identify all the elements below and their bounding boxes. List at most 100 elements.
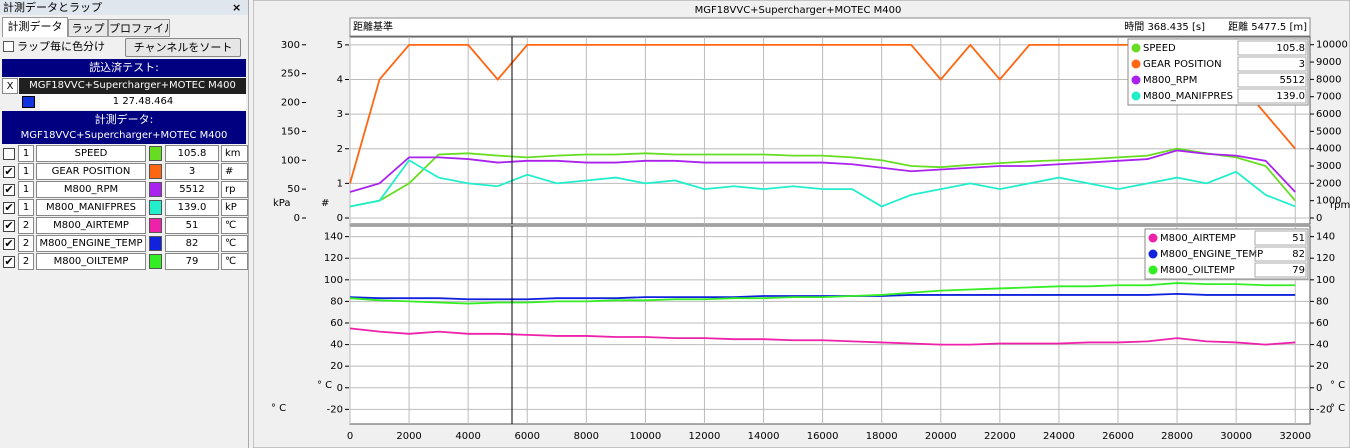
x-tick-label: 30000 [1220, 431, 1252, 442]
channel-unit: rp [221, 181, 248, 198]
checkbox[interactable] [3, 148, 15, 160]
y-tick-label: 7000 [1316, 92, 1341, 103]
x-tick-label: 20000 [925, 431, 957, 442]
x-tick-label: 28000 [1161, 431, 1193, 442]
checkbox[interactable]: ✔ [3, 256, 15, 268]
lap-number: 2 [18, 217, 34, 234]
channel-unit: kP [221, 199, 248, 216]
checkbox[interactable]: ✔ [3, 238, 15, 250]
y-tick-label: 40 [330, 340, 343, 351]
x-tick-label: 14000 [748, 431, 780, 442]
channel-color [149, 254, 162, 269]
lap-number: 1 [18, 199, 34, 216]
checkbox[interactable]: ✔ [3, 184, 15, 196]
distance-label: 距離 5477.5 [m] [1228, 20, 1307, 33]
series-line [349, 327, 1296, 346]
y-tick-label: 80 [1316, 296, 1329, 307]
channel-name: M800_RPM [36, 181, 146, 198]
channel-color [149, 236, 162, 251]
tab[interactable]: 計測データ [2, 17, 68, 37]
series-line [349, 147, 1296, 208]
channel-color [149, 146, 162, 161]
legend-swatch [1148, 233, 1158, 243]
legend-swatch [1148, 265, 1158, 275]
series-layer [349, 282, 1296, 346]
channel-value: 82 [165, 235, 219, 252]
basis-label: 距離基準 [353, 20, 393, 33]
channel-unit: km [221, 145, 248, 162]
legend-value-box [1254, 230, 1307, 246]
y-tick-label: 5000 [1316, 126, 1341, 137]
x-tick-label: 6000 [515, 431, 540, 442]
y-tick-label: 120 [1316, 253, 1335, 264]
legend-value-box [1237, 88, 1307, 104]
y-tick-label: 140 [324, 232, 343, 243]
checkbox[interactable]: ✔ [3, 202, 15, 214]
y-tick-label: 60 [1316, 318, 1329, 329]
channel-unit: ℃ [221, 253, 248, 270]
legend-value: 5512 [1280, 75, 1305, 86]
remove-button[interactable]: X [2, 78, 18, 94]
chart-title: MGF18VVC+Supercharger+MOTEC M400 [695, 5, 902, 16]
y-tick-label: 10000 [1316, 40, 1348, 51]
legend-swatch [1131, 59, 1141, 69]
channel-color [149, 182, 162, 197]
y-tick-label: 20 [1316, 361, 1329, 372]
y-tick-label: 4000 [1316, 144, 1341, 155]
x-tick-label: 26000 [1102, 431, 1134, 442]
legend-swatch [1131, 75, 1141, 85]
channel-value: 139.0 [165, 199, 219, 216]
legend-name: SPEED [1143, 43, 1176, 54]
y-tick-label: 40 [1316, 340, 1329, 351]
axis-unit: rpm [1330, 200, 1350, 211]
y-tick-label: 6000 [1316, 109, 1341, 120]
checkbox[interactable]: ✔ [3, 166, 15, 178]
x-tick-label: 24000 [1043, 431, 1075, 442]
y-tick-label: 3000 [1316, 161, 1341, 172]
legend-name: M800_AIRTEMP [1160, 233, 1236, 244]
legend-value-box [1237, 56, 1307, 72]
lap-number: 1 [18, 181, 34, 198]
channel-value: 3 [165, 163, 219, 180]
x-tick-label: 16000 [807, 431, 839, 442]
x-tick-label: 22000 [984, 431, 1016, 442]
legend-box [1144, 228, 1309, 280]
sort-button[interactable]: チャンネルをソート [125, 38, 241, 57]
x-tick-label: 12000 [689, 431, 721, 442]
x-tick-label: 8000 [574, 431, 599, 442]
legend-name: GEAR POSITION [1143, 59, 1222, 70]
series-line [349, 282, 1296, 305]
close-button[interactable]: × [232, 1, 242, 14]
channel-value: 105.8 [165, 145, 219, 162]
legend-value-box [1237, 72, 1307, 88]
legend-swatch [1131, 43, 1141, 53]
channel-name: GEAR POSITION [36, 163, 146, 180]
checkbox[interactable] [3, 41, 14, 52]
axis-unit: # [321, 198, 329, 209]
legend-value: 51 [1292, 233, 1305, 244]
channel-unit: ℃ [221, 217, 248, 234]
x-tick-label: 32000 [1279, 431, 1311, 442]
lap-number: 1 [18, 163, 34, 180]
legend-value: 82 [1292, 249, 1305, 260]
legend-name: M800_RPM [1143, 75, 1197, 86]
y-tick-label: 2 [337, 144, 343, 155]
channel-value: 5512 [165, 181, 219, 198]
lap-number: 2 [18, 235, 34, 252]
channel-color [149, 164, 162, 179]
legend-value-box [1237, 40, 1307, 56]
header-bar [349, 17, 1311, 37]
chart-area: MGF18VVC+Supercharger+MOTEC M400 距離基準 時間… [253, 0, 1350, 448]
axis-unit: ° C [271, 403, 286, 414]
tab[interactable]: プロファイル [108, 19, 170, 37]
section-header: 読込済テスト: [2, 59, 246, 77]
y-tick-label: 150 [281, 126, 300, 137]
checkbox[interactable]: ✔ [3, 220, 15, 232]
channel-color [149, 218, 162, 233]
legend-name: M800_ENGINE_TEMP [1160, 249, 1263, 260]
tab[interactable]: ラップ [68, 19, 108, 37]
lap-number: 2 [18, 253, 34, 270]
channel-name: M800_MANIFPRES [36, 199, 146, 216]
y-tick-label: 9000 [1316, 57, 1341, 68]
y-tick-label: 100 [324, 275, 343, 286]
